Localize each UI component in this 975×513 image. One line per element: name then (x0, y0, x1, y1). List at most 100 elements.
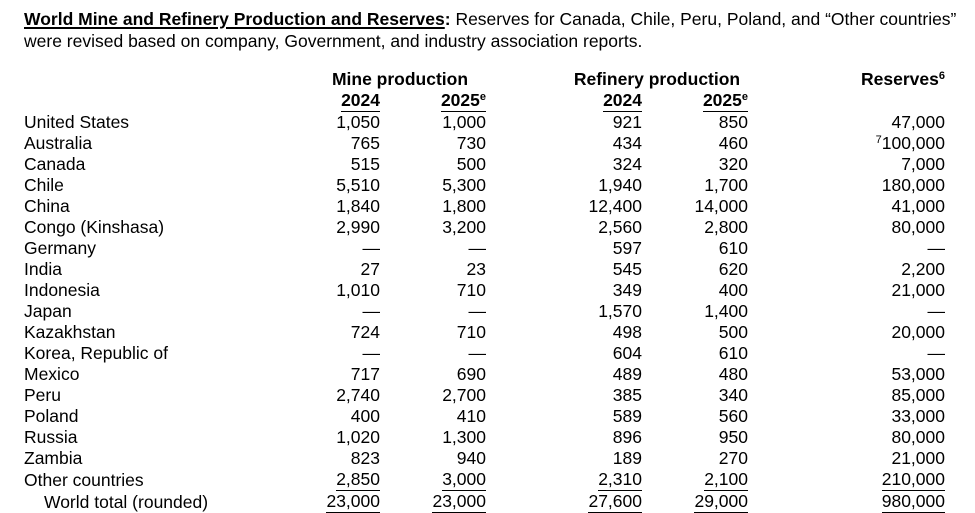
country-cell: Indonesia (24, 280, 100, 300)
table-row: Russia 1,020 1,300 896 950 80,000 (24, 427, 945, 448)
value-text: 765 (350, 133, 380, 153)
table-row: Other countries 2,850 3,000 2,310 2,100 210,0… (24, 469, 945, 491)
value-text: — (468, 238, 487, 258)
value-text: — (927, 238, 946, 258)
value-text: 1,700 (704, 175, 748, 195)
value-text: 20,000 (891, 322, 945, 342)
country-cell: India (24, 259, 62, 279)
ref-2024-cell: 189 (486, 448, 642, 469)
country-cell: Germany (24, 238, 96, 258)
value-text: 53,000 (891, 364, 945, 384)
ref-2025-cell: 560 (642, 406, 748, 427)
reserves-cell: — (748, 301, 946, 322)
ref-2024-cell: 896 (486, 427, 642, 448)
reserves-cell: 80,000 (748, 217, 945, 238)
value-text: 3,200 (442, 217, 486, 237)
value-text: 1,840 (336, 196, 380, 216)
table-row: Indonesia 1,010 710 349 400 21,000 (24, 280, 945, 301)
mine-2024-cell: 1,010 (314, 280, 380, 301)
value-text: 2,200 (901, 259, 945, 279)
value-text: 2,700 (442, 385, 486, 405)
country-cell: Korea, Republic of (24, 343, 168, 363)
section-note: Reserves for Canada, Chile, Peru, Poland… (24, 9, 957, 51)
ref-2025-cell: 400 (642, 280, 748, 301)
value-text: 480 (718, 364, 748, 384)
mine-2025-cell: — (380, 238, 487, 259)
mine-2024-cell: 724 (314, 322, 380, 343)
value-text: 270 (718, 448, 748, 468)
mine-2024-cell: 1,840 (314, 196, 380, 217)
value-text: 2,800 (704, 217, 748, 237)
reserves-cell: 47,000 (748, 112, 945, 133)
mine-2024-cell: 400 (314, 406, 380, 427)
value-text: 2,740 (336, 385, 380, 405)
ref-2024-cell: 589 (486, 406, 642, 427)
refinery-production-header: Refinery production (573, 69, 741, 89)
section-intro: World Mine and Refinery Production and R… (24, 9, 969, 52)
value-text: 2,850 (336, 469, 380, 491)
table-row: India 27 23 545 620 2,200 (24, 259, 945, 280)
ref-2024-cell: 2,310 (486, 469, 642, 491)
table-row: Germany — — 597 610 — (24, 238, 945, 259)
ref-2025-cell: 620 (642, 259, 748, 280)
country-cell: China (24, 196, 70, 216)
mine-2024-cell: 717 (314, 364, 380, 385)
value-text: 385 (612, 385, 642, 405)
mine-2024-cell: 23,000 (314, 491, 380, 513)
reserves-cell: 2,200 (748, 259, 945, 280)
value-text: 5,300 (442, 175, 486, 195)
value-text: 717 (350, 364, 380, 384)
reserves-cell: 85,000 (748, 385, 945, 406)
country-cell: Congo (Kinshasa) (24, 217, 165, 237)
reserves-year-spacer (748, 90, 945, 112)
value-text: 690 (456, 364, 486, 384)
value-text: 2,990 (336, 217, 380, 237)
value-text: 1,800 (442, 196, 486, 216)
reserves-cell: 210,000 (748, 469, 945, 491)
country-cell: Japan (24, 301, 72, 321)
ref-2024-cell: 2,560 (486, 217, 642, 238)
value-text: 410 (456, 406, 486, 426)
value-text: 27,600 (588, 491, 642, 513)
mine-2025-cell: 3,000 (380, 469, 486, 491)
value-text: 850 (718, 112, 748, 132)
table-row: Australia 765 730 434 460 7100,000 (24, 133, 945, 154)
reserves-header-label: Reserves (861, 69, 939, 89)
value-text: — (468, 343, 487, 363)
group-header-row: Mine production Refinery production Rese… (24, 68, 945, 90)
mine-2024-cell: — (314, 343, 381, 364)
mine-2025-cell: 710 (380, 322, 486, 343)
country-cell: Canada (24, 154, 86, 174)
reserves-cell: — (748, 343, 946, 364)
mine-2025-cell: 23 (380, 259, 486, 280)
mine-2025-cell: 1,300 (380, 427, 486, 448)
year-header-spacer (24, 90, 314, 112)
ref-2024-cell: 27,600 (486, 491, 642, 513)
reserves-cell: 41,000 (748, 196, 945, 217)
reserves-cell: 20,000 (748, 322, 945, 343)
ref-2024-cell: 12,400 (486, 196, 642, 217)
mine-2025-cell: 410 (380, 406, 486, 427)
ref-2024-cell: 545 (486, 259, 642, 280)
ref-2024-cell: 1,570 (486, 301, 642, 322)
value-text: 2,100 (704, 469, 748, 491)
mine-2025-cell: 690 (380, 364, 486, 385)
mine-2025-cell: 2,700 (380, 385, 486, 406)
mine-2024-cell: 515 (314, 154, 380, 175)
mine-2025-cell: 23,000 (380, 491, 486, 513)
ref-2024-cell: 1,940 (486, 175, 642, 196)
ref-2025-cell: 320 (642, 154, 748, 175)
value-text: 14,000 (694, 196, 748, 216)
table-body: United States 1,050 1,000 921 850 47,000 Austr… (24, 112, 945, 513)
mine-2024-cell: 1,050 (314, 112, 380, 133)
value-text: 21,000 (891, 448, 945, 468)
mine-2024-cell: 2,740 (314, 385, 380, 406)
country-cell: Russia (24, 427, 78, 447)
value-text: 460 (718, 133, 748, 153)
ref-2025-cell: 610 (642, 343, 748, 364)
value-text: 33,000 (891, 406, 945, 426)
value-text: — (362, 343, 381, 363)
reserves-cell: 33,000 (748, 406, 945, 427)
ref-2025-cell: 950 (642, 427, 748, 448)
value-text: 189 (612, 448, 642, 468)
